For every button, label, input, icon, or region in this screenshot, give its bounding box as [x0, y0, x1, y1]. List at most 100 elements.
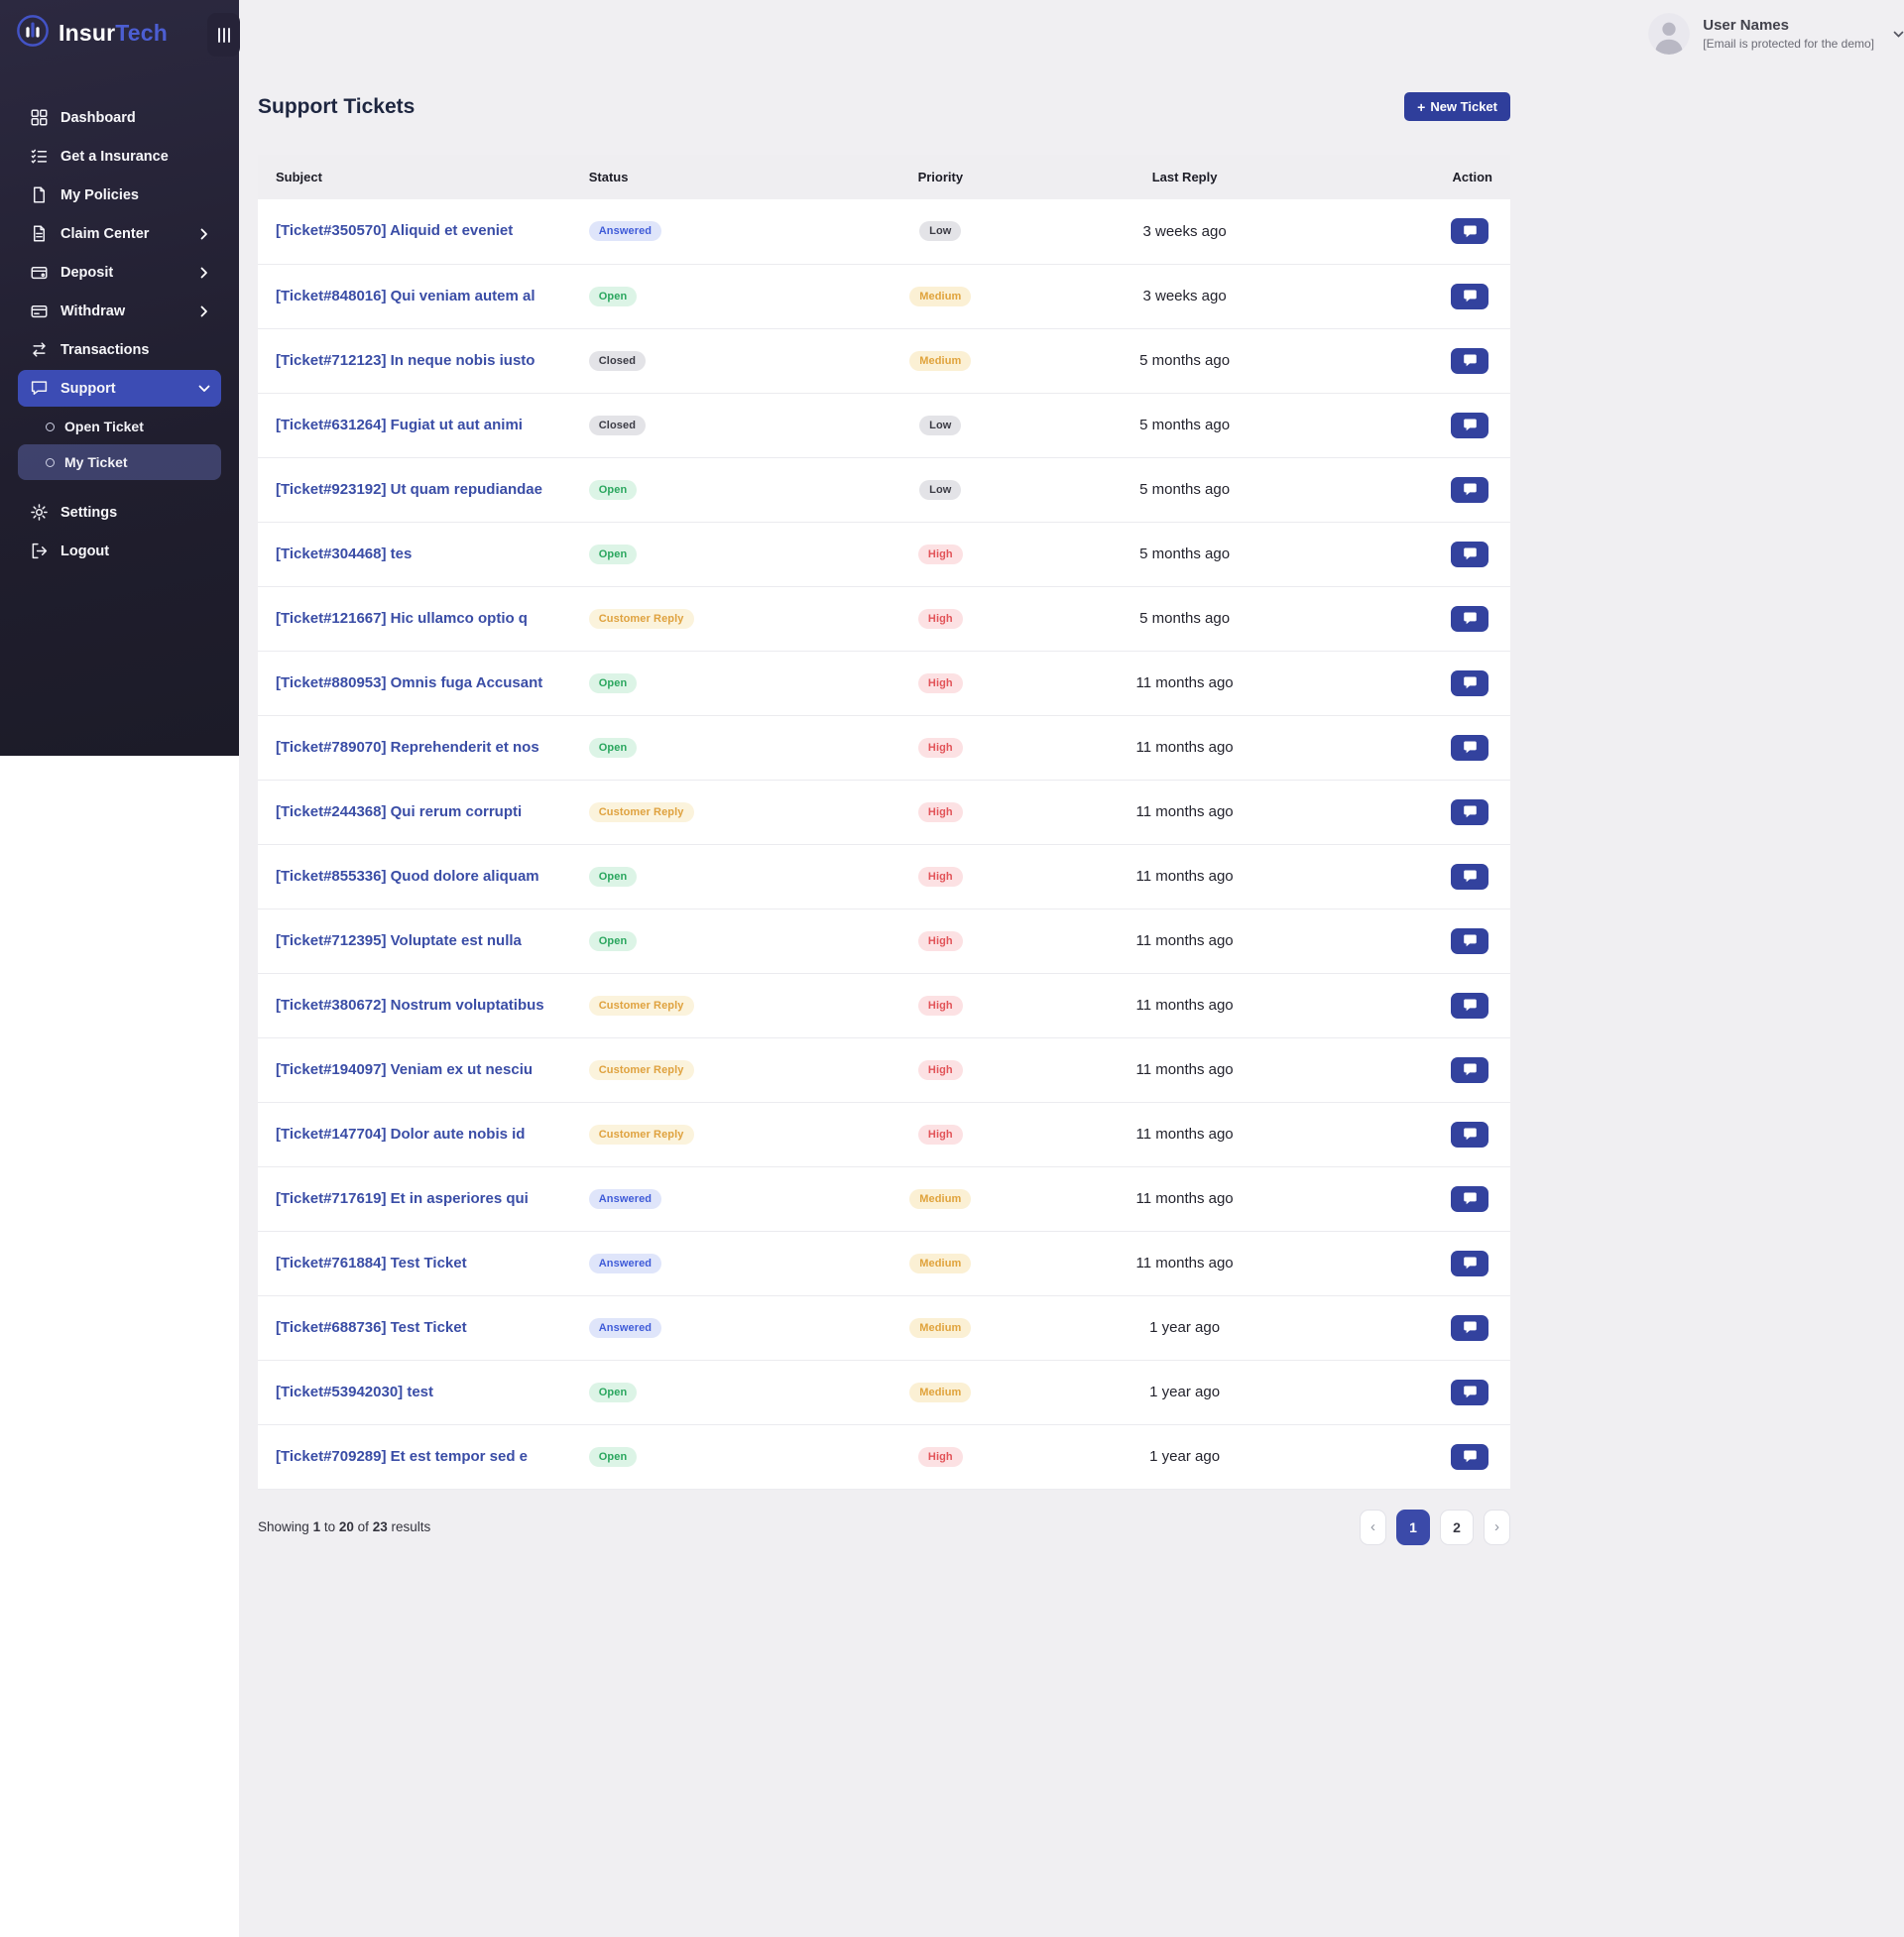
user-menu[interactable]: User Names [Email is protected for the d…	[1648, 13, 1904, 55]
support-icon	[31, 380, 48, 397]
ticket-subject-link[interactable]: [Ticket#53942030] test	[276, 1383, 433, 1400]
view-ticket-button[interactable]	[1451, 798, 1488, 825]
sidebar-item-logout[interactable]: Logout	[18, 533, 221, 569]
priority-badge: Medium	[909, 350, 972, 371]
priority-badge: High	[917, 930, 963, 951]
last-reply: 11 months ago	[1034, 844, 1336, 909]
column-header-subject: Subject	[258, 155, 571, 199]
ticket-subject-link[interactable]: [Ticket#848016] Qui veniam autem al	[276, 287, 536, 304]
view-ticket-button[interactable]	[1451, 669, 1488, 696]
sidebar-item-support[interactable]: Support	[18, 370, 221, 407]
sidebar-toggle-button[interactable]	[207, 13, 240, 57]
ticket-subject-link[interactable]: [Ticket#121667] Hic ullamco optio q	[276, 609, 528, 627]
ticket-subject-link[interactable]: [Ticket#880953] Omnis fuga Accusant	[276, 673, 543, 691]
insurance-icon	[31, 148, 48, 165]
ticket-subject-link[interactable]: [Ticket#717619] Et in asperiores qui	[276, 1189, 529, 1207]
priority-badge: High	[917, 544, 963, 564]
status-badge: Open	[588, 544, 638, 564]
ticket-subject-link[interactable]: [Ticket#244368] Qui rerum corrupti	[276, 802, 523, 820]
view-ticket-button[interactable]	[1451, 283, 1488, 309]
ticket-subject-link[interactable]: [Ticket#789070] Reprehenderit et nos	[276, 738, 539, 756]
view-ticket-button[interactable]	[1451, 412, 1488, 438]
view-ticket-button[interactable]	[1451, 541, 1488, 567]
ticket-subject-link[interactable]: [Ticket#923192] Ut quam repudiandae	[276, 480, 542, 498]
ticket-row: [Ticket#244368] Qui rerum corrupti Custom…	[258, 780, 1510, 845]
status-badge: Open	[588, 737, 638, 758]
sidebar-subitem-my-ticket[interactable]: My Ticket	[18, 444, 221, 480]
new-ticket-button[interactable]: + New Ticket	[1404, 92, 1510, 121]
view-ticket-button[interactable]	[1451, 347, 1488, 374]
ticket-row: [Ticket#304468] tes Open High 5 months ago	[258, 522, 1510, 587]
brand-logo[interactable]: InsurTech	[0, 0, 239, 52]
priority-badge: Medium	[909, 1317, 972, 1338]
last-reply: 5 months ago	[1034, 522, 1336, 587]
view-ticket-button[interactable]	[1451, 1185, 1488, 1212]
last-reply: 11 months ago	[1034, 1231, 1336, 1296]
view-ticket-button[interactable]	[1451, 927, 1488, 954]
last-reply: 11 months ago	[1034, 715, 1336, 781]
priority-badge: High	[917, 608, 963, 629]
ticket-subject-link[interactable]: [Ticket#855336] Quod dolore aliquam	[276, 867, 539, 885]
view-ticket-button[interactable]	[1451, 734, 1488, 761]
ticket-subject-link[interactable]: [Ticket#194097] Veniam ex ut nesciu	[276, 1060, 534, 1078]
view-ticket-button[interactable]	[1451, 1056, 1488, 1083]
pagination-page-1[interactable]: 1	[1396, 1509, 1430, 1545]
view-ticket-button[interactable]	[1451, 992, 1488, 1019]
sidebar-item-claim-center[interactable]: Claim Center	[18, 215, 221, 252]
ticket-row: [Ticket#855336] Quod dolore aliquam Open H…	[258, 844, 1510, 909]
sidebar-item-get-a-insurance[interactable]: Get a Insurance	[18, 138, 221, 175]
sidebar-item-deposit[interactable]: Deposit	[18, 254, 221, 291]
view-ticket-button[interactable]	[1451, 1250, 1488, 1276]
ticket-subject-link[interactable]: [Ticket#350570] Aliquid et eveniet	[276, 222, 514, 240]
view-ticket-button[interactable]	[1451, 1314, 1488, 1341]
chevron-down-icon	[198, 383, 210, 395]
view-ticket-button[interactable]	[1451, 1379, 1488, 1405]
sidebar-item-my-policies[interactable]: My Policies	[18, 177, 221, 213]
ticket-row: [Ticket#880953] Omnis fuga Accusant Open H…	[258, 651, 1510, 716]
chat-icon	[1463, 353, 1478, 368]
priority-badge: High	[917, 801, 963, 822]
view-ticket-button[interactable]	[1451, 218, 1488, 245]
last-reply: 3 weeks ago	[1034, 199, 1336, 265]
ticket-subject-link[interactable]: [Ticket#709289] Et est tempor sed e	[276, 1447, 529, 1465]
sidebar-item-transactions[interactable]: Transactions	[18, 331, 221, 368]
sidebar-item-withdraw[interactable]: Withdraw	[18, 293, 221, 329]
view-ticket-button[interactable]	[1451, 863, 1488, 890]
sidebar-item-settings[interactable]: Settings	[18, 494, 221, 531]
view-ticket-button[interactable]	[1451, 1121, 1488, 1148]
column-header-priority: Priority	[846, 155, 1035, 199]
user-avatar	[1648, 13, 1691, 55]
chat-icon	[1463, 740, 1478, 755]
plus-icon: +	[1417, 98, 1426, 115]
sidebar-subitem-open-ticket[interactable]: Open Ticket	[18, 409, 221, 444]
pagination-prev-button[interactable]: ‹	[1360, 1509, 1386, 1545]
chat-icon	[1463, 1320, 1478, 1335]
view-ticket-button[interactable]	[1451, 1443, 1488, 1470]
view-ticket-button[interactable]	[1451, 476, 1488, 503]
chat-icon	[1463, 1062, 1478, 1077]
priority-badge: High	[917, 866, 963, 887]
ticket-subject-link[interactable]: [Ticket#631264] Fugiat ut aut animi	[276, 416, 523, 433]
view-ticket-button[interactable]	[1451, 605, 1488, 632]
ticket-subject-link[interactable]: [Ticket#712123] In neque nobis iusto	[276, 351, 536, 369]
pagination-page-2[interactable]: 2	[1440, 1509, 1474, 1545]
withdraw-icon	[31, 303, 48, 319]
sidebar-item-label: Deposit	[60, 264, 114, 281]
sidebar-subitem-label: My Ticket	[64, 454, 128, 470]
sidebar-item-dashboard[interactable]: Dashboard	[18, 99, 221, 136]
deposit-icon	[31, 264, 48, 281]
policies-icon	[31, 186, 48, 203]
status-badge: Customer Reply	[588, 1124, 694, 1145]
ticket-subject-link[interactable]: [Ticket#712395] Voluptate est nulla	[276, 931, 522, 949]
chat-icon	[1463, 289, 1478, 303]
pagination-next-button[interactable]: ›	[1484, 1509, 1510, 1545]
ticket-subject-link[interactable]: [Ticket#761884] Test Ticket	[276, 1254, 467, 1271]
ticket-subject-link[interactable]: [Ticket#688736] Test Ticket	[276, 1318, 467, 1336]
sidebar-item-label: Get a Insurance	[60, 148, 169, 165]
priority-badge: Medium	[909, 1382, 972, 1402]
ticket-subject-link[interactable]: [Ticket#304468] tes	[276, 545, 413, 562]
ticket-subject-link[interactable]: [Ticket#380672] Nostrum voluptatibus	[276, 996, 544, 1014]
chat-icon	[1463, 998, 1478, 1013]
ticket-subject-link[interactable]: [Ticket#147704] Dolor aute nobis id	[276, 1125, 526, 1143]
priority-badge: Low	[919, 479, 962, 500]
